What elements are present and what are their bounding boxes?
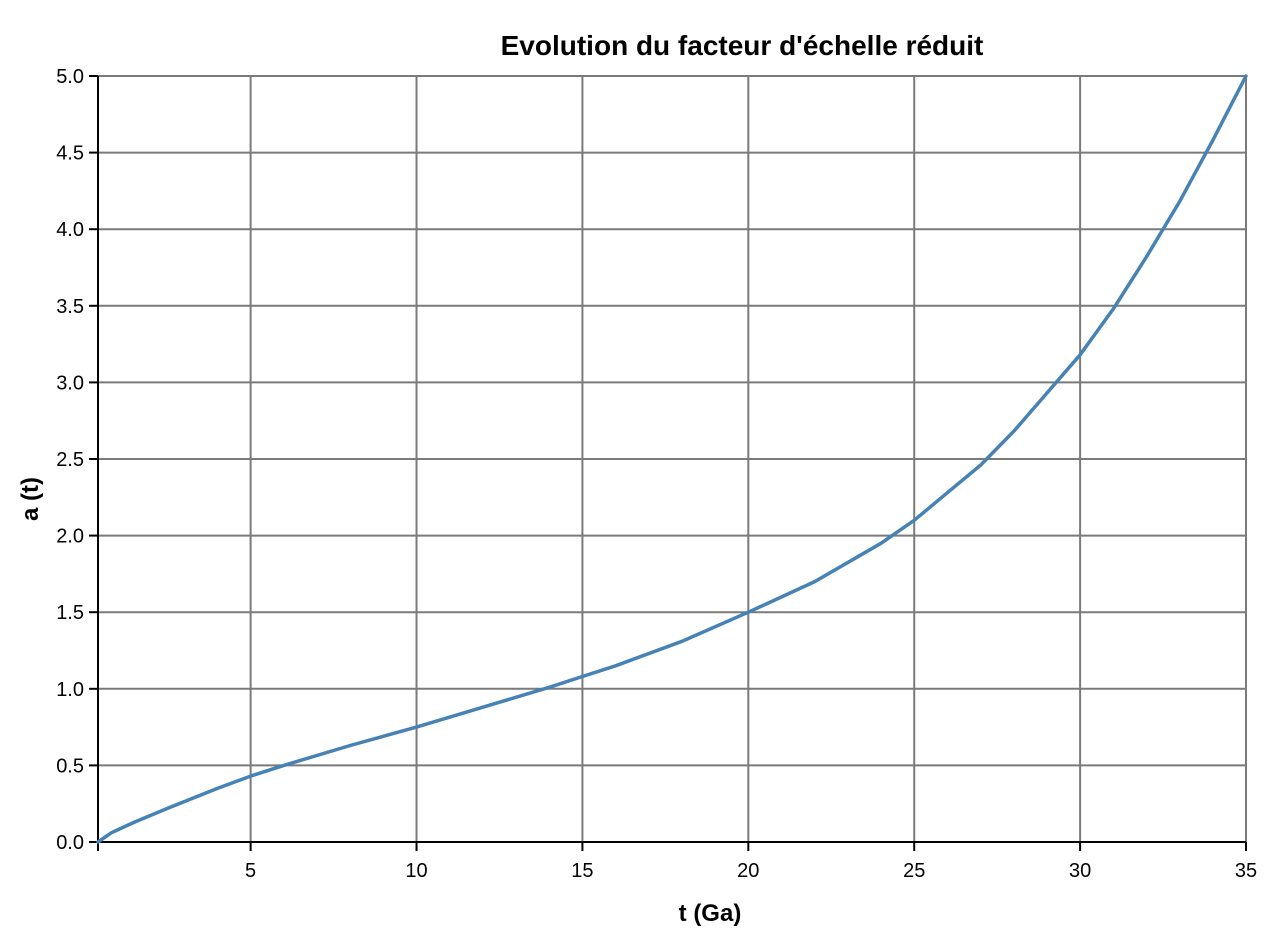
- x-tick-label: 30: [1069, 860, 1091, 882]
- y-tick-label: 3.0: [56, 372, 84, 394]
- y-tick-label: 1.5: [56, 602, 84, 624]
- y-tick-label: 4.5: [56, 143, 84, 165]
- chart-title: Evolution du facteur d'échelle réduit: [501, 30, 984, 61]
- series-line: [96, 74, 1248, 844]
- grid: [98, 75, 1247, 843]
- y-tick-label: 3.5: [56, 296, 84, 318]
- y-tick-label: 2.0: [56, 526, 84, 548]
- x-tick-label: 20: [737, 860, 759, 882]
- x-axis-label: t (Ga): [679, 900, 742, 927]
- axes: 0.0 0.5 1.0 1.5 2.0 2.5 3.0 3.5 4.0 4.5 5.0 5 10 15 20…: [56, 66, 1257, 882]
- x-tick-label: 10: [405, 860, 427, 882]
- y-tick-label: 0.5: [56, 755, 84, 777]
- y-tick-label: 1.0: [56, 679, 84, 701]
- y-tick-label: 4.0: [56, 219, 84, 241]
- y-tick-label: 2.5: [56, 449, 84, 471]
- x-tick-label: 25: [903, 860, 925, 882]
- x-tick-label: 35: [1235, 860, 1257, 882]
- y-tick-label: 5.0: [56, 66, 84, 88]
- x-tick-label: 5: [245, 860, 256, 882]
- y-tick-label: 0.0: [56, 832, 84, 854]
- y-axis-label: a (t): [17, 477, 44, 521]
- series-layer: [96, 74, 1248, 844]
- x-tick-label: 15: [571, 860, 593, 882]
